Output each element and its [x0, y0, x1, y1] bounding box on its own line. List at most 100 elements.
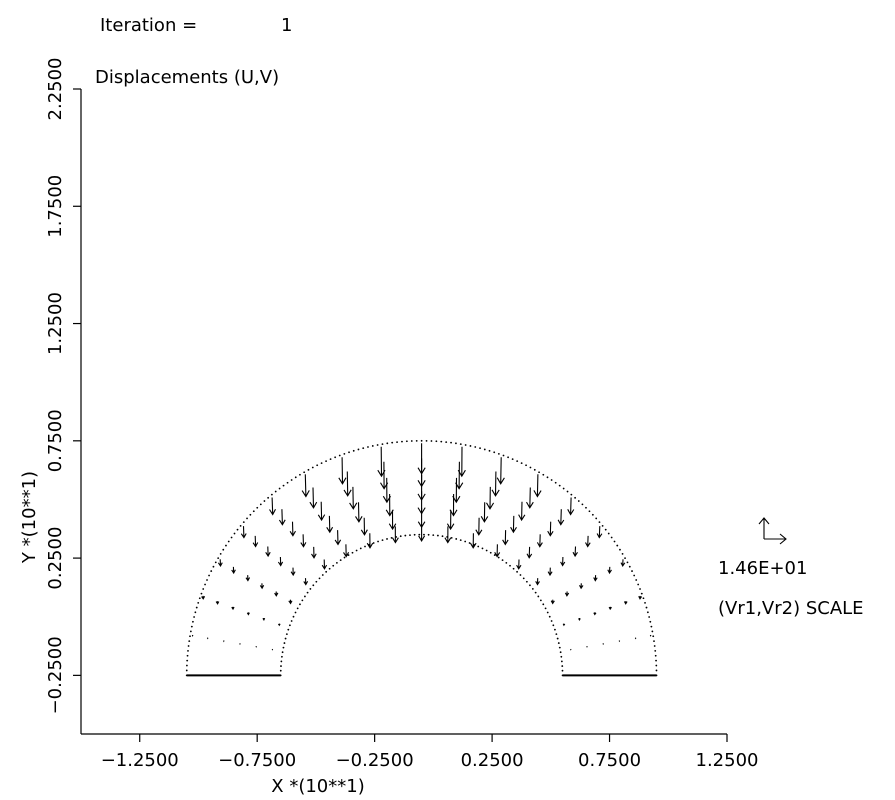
- displacement-vector: [496, 457, 505, 485]
- x-tick-labels: −1.2500 −0.7500 −0.2500 0.2500 0.7500 1.2500: [101, 750, 759, 771]
- outer-arc-dot: [648, 616, 651, 618]
- displacement-vector: [623, 601, 628, 605]
- outer-arc-dot: [588, 510, 591, 513]
- outer-arc-dot: [649, 620, 652, 623]
- displacement-vector: [470, 533, 477, 549]
- outer-arc-dot: [516, 460, 519, 462]
- outer-arc-dot: [635, 579, 638, 581]
- scale-legend: 1.46E+01 (Vr1,Vr2) SCALE: [718, 517, 864, 619]
- outer-arc-dot: [212, 565, 215, 568]
- displacement-vector: [277, 556, 284, 567]
- outer-arc-dot: [558, 484, 561, 487]
- outer-arc-dot: [239, 524, 242, 527]
- outer-arc-dot: [316, 464, 319, 467]
- outer-arc-dot: [206, 579, 208, 581]
- displacement-vector: [560, 556, 566, 567]
- outer-arc-dot: [624, 557, 626, 559]
- inner-arc-dot: [315, 580, 318, 583]
- scale-arrow-right-icon: [764, 533, 787, 545]
- inner-arc-dot: [294, 611, 297, 614]
- displacement-vector: [231, 606, 235, 611]
- displacement-vector: [475, 517, 483, 536]
- outer-arc-dot: [236, 528, 239, 531]
- inner-arc-dot: [522, 577, 525, 580]
- inner-arc-dot: [318, 577, 321, 580]
- inner-arc-dot: [404, 534, 407, 537]
- outer-arc-dot: [391, 441, 394, 444]
- displacement-vector: [564, 591, 570, 597]
- displacement-vector: [360, 517, 368, 536]
- inner-arc-dot: [279, 669, 282, 672]
- outer-arc-dot: [626, 561, 629, 564]
- inner-arc-dot: [464, 540, 467, 543]
- y-tick-label: 0.2500: [45, 527, 66, 590]
- inner-arc-dot: [516, 570, 518, 573]
- inner-arc-dot: [351, 551, 354, 554]
- outer-arc-dot: [208, 574, 210, 577]
- outer-arc-dot: [619, 548, 621, 551]
- inner-arc-dot: [505, 561, 508, 564]
- inner-arc-dot: [306, 591, 309, 594]
- displacement-vectors: [191, 443, 652, 651]
- outer-arc-dot: [197, 601, 200, 604]
- displacement-vector: [593, 612, 597, 616]
- outer-arc-dot: [222, 548, 225, 551]
- outer-arc-dot: [320, 462, 323, 465]
- displacement-vector: [567, 497, 575, 516]
- inner-arc-dot: [519, 574, 522, 576]
- displacement-vector: [634, 637, 637, 640]
- inner-arc-dot: [309, 588, 312, 590]
- inner-arc-dot: [386, 538, 388, 540]
- outer-arc-dot: [507, 456, 509, 459]
- displacement-vector: [321, 559, 328, 570]
- inner-arc-dot: [557, 642, 560, 644]
- inner-arc-dot: [321, 574, 324, 576]
- outer-arc-dot: [376, 444, 379, 446]
- y-tick-label: 0.7500: [45, 409, 66, 472]
- outer-arc-dot: [219, 552, 222, 555]
- outer-arc-dot: [455, 442, 457, 445]
- outer-arc-dot: [386, 442, 389, 445]
- outer-arc-dot: [217, 557, 220, 559]
- displacement-vector: [649, 634, 652, 637]
- inner-arc-dot: [301, 599, 304, 602]
- y-tick-labels: −0.2500 0.2500 0.7500 1.2500 1.7500 2.2500: [45, 58, 66, 715]
- inner-arc-dot: [459, 539, 462, 542]
- inner-arc-dot: [335, 561, 338, 564]
- inner-arc-dot: [509, 564, 511, 567]
- inner-arc-dot: [347, 554, 350, 556]
- inner-arc-dot: [284, 637, 287, 640]
- inner-arc-dot: [548, 615, 551, 618]
- outer-arc-dot: [464, 444, 467, 446]
- outer-arc-dot: [188, 640, 191, 643]
- displacement-vector: [289, 521, 296, 537]
- inner-arc-dot: [281, 651, 284, 654]
- displacement-vector: [547, 567, 553, 577]
- inner-arc-dot: [304, 595, 306, 598]
- displacement-vector: [417, 443, 426, 475]
- outer-arc-dot: [381, 443, 384, 446]
- y-tick-label: 1.7500: [45, 175, 66, 238]
- outer-arc-dot: [520, 462, 523, 465]
- inner-arc-dot: [292, 615, 295, 618]
- outer-arc-dot: [533, 468, 536, 471]
- outer-arc-dot: [425, 439, 428, 442]
- displacement-vector: [303, 578, 309, 586]
- outer-arc-dot: [640, 592, 643, 595]
- inner-arc-dot: [283, 642, 286, 644]
- outer-arc-dot: [607, 532, 610, 535]
- outer-arc-dot: [628, 565, 631, 568]
- outer-arc-dot: [259, 503, 262, 506]
- displacement-vector: [480, 502, 489, 523]
- axes: [73, 88, 728, 742]
- inner-arc-dot: [296, 607, 299, 610]
- outer-arc-dot: [357, 448, 360, 451]
- x-tick-label: 1.2500: [696, 750, 759, 771]
- inner-arc-dot: [560, 660, 563, 663]
- outer-arc-dot: [566, 490, 569, 493]
- outer-arc-dot: [233, 532, 236, 535]
- x-tick-label: 0.2500: [461, 750, 524, 771]
- inner-arc-dot: [542, 603, 545, 606]
- inner-arc-dot: [561, 665, 564, 667]
- displacement-vector: [380, 461, 389, 490]
